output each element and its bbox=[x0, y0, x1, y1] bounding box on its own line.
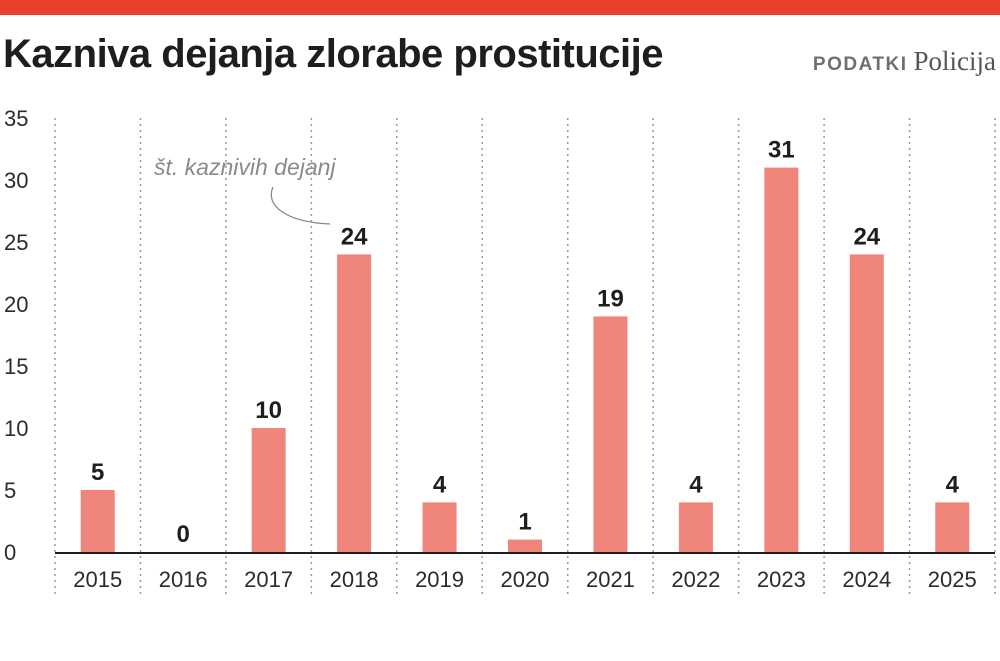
source-credit: PODATKI Policija bbox=[813, 44, 996, 83]
bar bbox=[251, 428, 286, 552]
x-tick-label: 2018 bbox=[330, 567, 379, 592]
x-tick-label: 2015 bbox=[73, 567, 122, 592]
y-axis: 0 5 10 15 20 25 30 35 bbox=[4, 106, 28, 565]
source-name: Policija bbox=[913, 46, 997, 76]
bar bbox=[764, 167, 799, 552]
value-label: 24 bbox=[853, 223, 880, 250]
value-label: 5 bbox=[91, 459, 104, 486]
x-tick-label: 2021 bbox=[586, 567, 635, 592]
chart-gridlines bbox=[54, 118, 996, 594]
bar bbox=[593, 316, 628, 552]
y-tick-label: 30 bbox=[4, 168, 28, 193]
y-tick-label: 5 bbox=[4, 478, 16, 503]
x-tick-label: 2016 bbox=[159, 567, 208, 592]
y-tick-label: 20 bbox=[4, 292, 28, 317]
x-axis: 2015 2016 2017 2018 2019 2020 2021 2022 2023 2024… bbox=[55, 552, 995, 592]
y-tick-label: 0 bbox=[4, 540, 16, 565]
bar bbox=[678, 502, 713, 552]
x-tick-label: 2020 bbox=[501, 567, 550, 592]
chart-bars bbox=[80, 167, 970, 552]
top-accent-bar bbox=[0, 0, 1000, 15]
bar bbox=[80, 490, 115, 552]
value-label: 19 bbox=[597, 285, 624, 312]
value-labels: 5 0 10 24 4 1 19 4 31 24 4 bbox=[91, 137, 960, 548]
x-tick-label: 2017 bbox=[244, 567, 293, 592]
annotation-label: št. kaznivih dejanj bbox=[154, 154, 336, 180]
value-label: 24 bbox=[341, 223, 368, 250]
value-label: 4 bbox=[946, 471, 960, 498]
y-tick-label: 15 bbox=[4, 354, 28, 379]
value-label: 1 bbox=[518, 509, 531, 536]
x-tick-label: 2025 bbox=[928, 567, 977, 592]
y-tick-label: 25 bbox=[4, 230, 28, 255]
bar bbox=[849, 254, 884, 552]
bar bbox=[935, 502, 970, 552]
x-tick-label: 2019 bbox=[415, 567, 464, 592]
x-tick-label: 2023 bbox=[757, 567, 806, 592]
value-label: 4 bbox=[433, 471, 447, 498]
annotation-arrow bbox=[270, 186, 331, 225]
source-label: PODATKI bbox=[812, 54, 908, 75]
x-tick-label: 2022 bbox=[671, 567, 720, 592]
bar bbox=[422, 502, 457, 552]
bar bbox=[337, 254, 372, 552]
x-tick-label: 2024 bbox=[842, 567, 891, 592]
value-label: 10 bbox=[255, 397, 282, 424]
y-tick-label: 10 bbox=[4, 416, 28, 441]
bar bbox=[508, 539, 542, 552]
value-label: 4 bbox=[689, 471, 703, 498]
chart-annotation: št. kaznivih dejanj bbox=[154, 154, 336, 225]
chart-title: Kazniva dejanja zlorabe prostitucije bbox=[3, 32, 663, 76]
value-label: 31 bbox=[768, 137, 795, 164]
y-tick-label: 35 bbox=[4, 106, 28, 131]
value-label: 0 bbox=[177, 521, 190, 548]
